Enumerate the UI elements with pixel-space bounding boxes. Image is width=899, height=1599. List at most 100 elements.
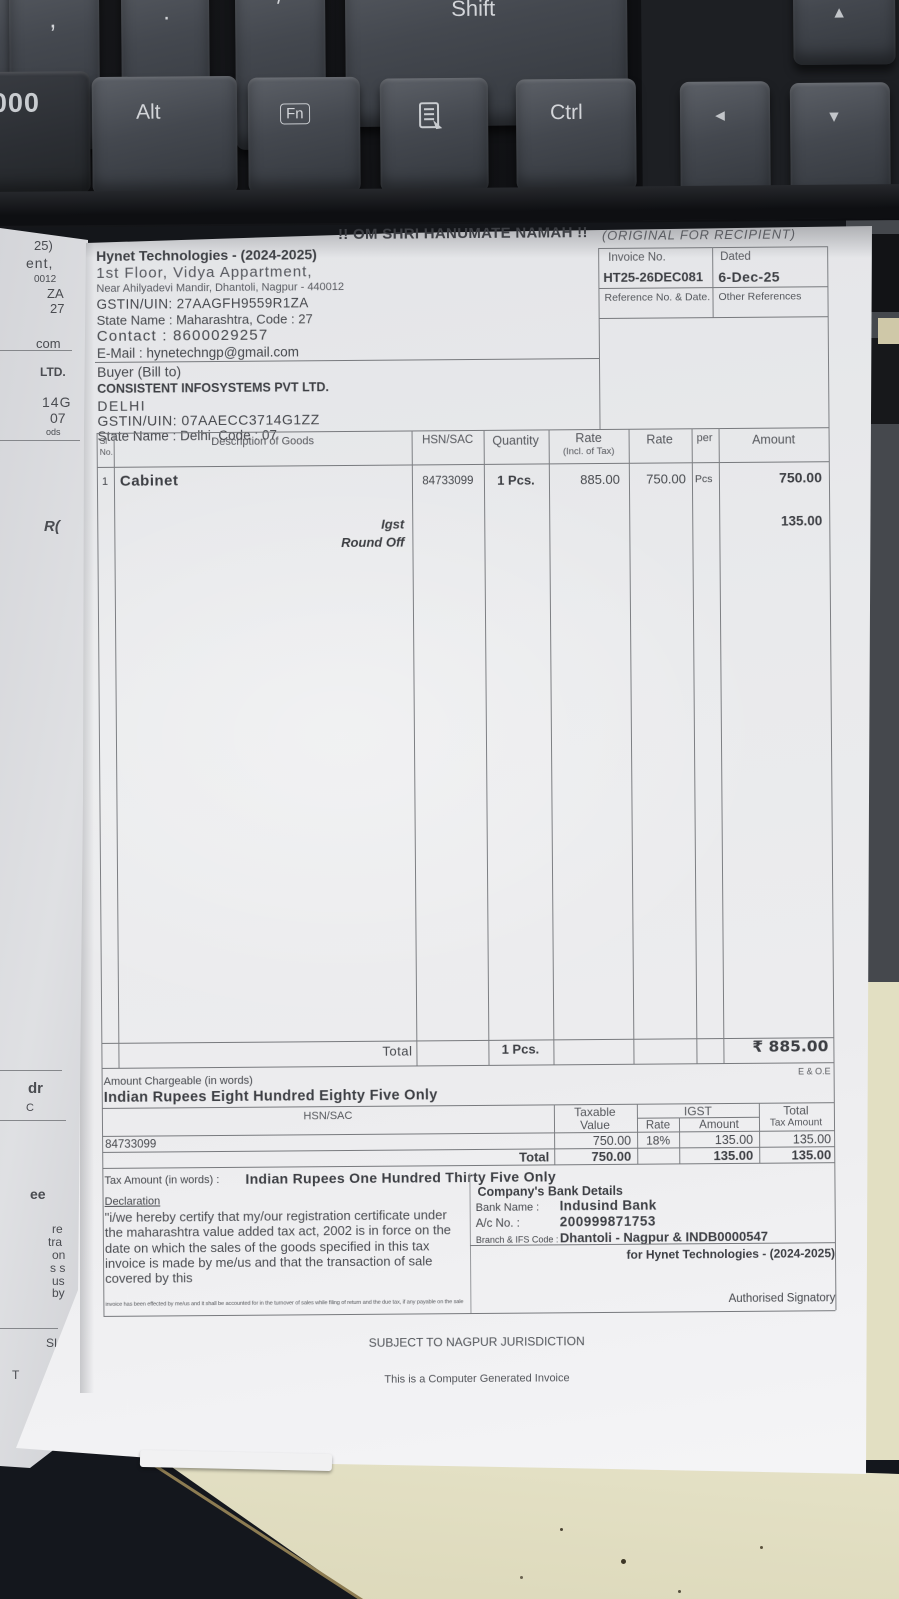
arrow-down-icon: ▼ bbox=[826, 108, 843, 126]
invoice-no: HT25-26DEC081 bbox=[603, 269, 704, 285]
period-key-label: . bbox=[163, 0, 170, 26]
declaration-text: "i/we hereby certify that my/our registr… bbox=[104, 1207, 452, 1287]
seller-address1: 1st Floor, Vidya Appartment, bbox=[96, 263, 313, 282]
tax-col-taxable-2: Value bbox=[580, 1117, 610, 1133]
tax-col-amount: Amount bbox=[699, 1118, 739, 1132]
item-amount: 750.00 bbox=[779, 469, 822, 486]
underlay-fragment: re bbox=[52, 1222, 63, 1236]
amount-words-label: Amount Chargeable (in words) bbox=[103, 1074, 253, 1088]
key-arrow-up[interactable]: ▲ bbox=[792, 0, 896, 65]
tax-row-taxable: 750.00 bbox=[592, 1133, 632, 1149]
underlay-fragment: R( bbox=[44, 518, 60, 535]
col-description: Description of Goods bbox=[211, 435, 315, 449]
invoice-no-label: Invoice No. bbox=[608, 251, 666, 264]
underlay-fragment: ZA bbox=[47, 286, 64, 301]
declaration-fine-print: invoice has been effected by me/us and i… bbox=[105, 1299, 464, 1308]
tax-col-total-1: Total bbox=[783, 1103, 809, 1118]
seller-name: Hynet Technologies - (2024-2025) bbox=[96, 246, 317, 264]
item-sl: 1 bbox=[101, 475, 109, 488]
seller-contact: Contact : 8600029257 bbox=[96, 326, 269, 345]
tax-row-amount: 135.00 bbox=[714, 1132, 754, 1148]
seller-email: E-Mail : hynetechngp@gmail.com bbox=[96, 344, 300, 361]
shift-key-label: Shift bbox=[451, 0, 496, 21]
seller-gstin: GSTIN/UIN: 27AAGFH9559R1ZA bbox=[96, 295, 309, 312]
key-fn[interactable]: Fn bbox=[247, 76, 361, 194]
tax-col-rate: Rate bbox=[645, 1119, 671, 1132]
items-total-quantity: 1 Pcs. bbox=[501, 1041, 540, 1057]
keyboard-frame bbox=[0, 184, 899, 226]
key-ctrl[interactable]: Ctrl bbox=[515, 78, 637, 192]
buyer-label: Buyer (Bill to) bbox=[97, 363, 182, 380]
fn-key-label: Fn bbox=[279, 103, 310, 125]
underlay-fragment: C bbox=[26, 1102, 34, 1114]
declaration-title: Declaration bbox=[104, 1195, 161, 1208]
bank-name-label: Bank Name : bbox=[475, 1201, 540, 1215]
buyer-gstin: GSTIN/UIN: 07AAECC3714G1ZZ bbox=[97, 411, 320, 429]
col-amount: Amount bbox=[752, 432, 796, 447]
amount-words-value: Indian Rupees Eight Hundred Eighty Five … bbox=[103, 1087, 438, 1106]
copy-type: (ORIGINAL FOR RECIPIENT) bbox=[601, 226, 796, 243]
blessing-header: !! OM SHRI HANUMATE NAMAH !! bbox=[337, 224, 588, 244]
col-per: per bbox=[696, 432, 713, 445]
charge-igst-amount: 135.00 bbox=[780, 513, 823, 529]
col-quantity: Quantity bbox=[492, 433, 539, 448]
eoe-note: E & O.E bbox=[798, 1066, 831, 1077]
bank-title: Company's Bank Details bbox=[477, 1183, 623, 1199]
underlay-fragment: us bbox=[52, 1274, 65, 1288]
item-quantity: 1 Pcs. bbox=[497, 472, 535, 488]
keyboard: , . ? / Shift 000 Alt Fn bbox=[0, 0, 899, 228]
tax-col-hsn: HSN/SAC bbox=[303, 1109, 353, 1123]
authorised-signatory: Authorised Signatory bbox=[728, 1292, 836, 1306]
underlay-fragment: com bbox=[36, 336, 61, 351]
underlay-fragment: 25) bbox=[34, 238, 53, 253]
items-total-label: Total bbox=[382, 1043, 413, 1059]
buyer-city: DELHI bbox=[97, 397, 147, 414]
tax-total-taxable: 750.00 bbox=[591, 1148, 632, 1165]
invoice-content: !! OM SHRI HANUMATE NAMAH !! (ORIGINAL F… bbox=[90, 224, 847, 1401]
col-rate: Rate bbox=[646, 432, 673, 447]
item-rate-incl: 885.00 bbox=[580, 471, 620, 488]
underlay-fragment: 14G bbox=[42, 394, 72, 410]
underlay-fragment: ods bbox=[46, 427, 61, 437]
mat-specks bbox=[560, 1528, 563, 1531]
menu-key-icon bbox=[418, 102, 444, 132]
key-menu[interactable] bbox=[379, 77, 489, 193]
other-references-label: Other References bbox=[718, 290, 802, 304]
reference-label: Reference No. & Date. bbox=[604, 291, 711, 304]
item-hsn: 84733099 bbox=[422, 474, 474, 488]
item-per: Pcs bbox=[694, 473, 713, 486]
tax-total-label: Total bbox=[519, 1149, 550, 1165]
seller-address2: Near Ahilyadevi Mandir, Dhantoli, Nagpur… bbox=[96, 281, 345, 295]
underlay-fragment: dr bbox=[28, 1080, 43, 1097]
zeros-key-label: 000 bbox=[0, 87, 41, 118]
col-sl-2: No. bbox=[99, 446, 113, 457]
computer-generated-note: This is a Computer Generated Invoice bbox=[384, 1372, 570, 1386]
col-hsn: HSN/SAC bbox=[422, 433, 474, 447]
key-alt[interactable]: Alt bbox=[91, 75, 238, 196]
dated-label: Dated bbox=[720, 250, 751, 264]
tax-total-amount: 135.00 bbox=[713, 1147, 754, 1164]
underlay-fragment: 0012 bbox=[34, 274, 57, 285]
arrow-up-icon: ▲ bbox=[831, 4, 848, 22]
underlay-fragment: 07 bbox=[50, 410, 66, 426]
underlay-fragment: by bbox=[52, 1286, 65, 1300]
dated-value: 6-Dec-25 bbox=[718, 268, 780, 286]
tax-col-igst: IGST bbox=[683, 1104, 712, 1119]
tax-row-total: 135.00 bbox=[792, 1132, 832, 1147]
comma-key-label: , bbox=[49, 3, 57, 34]
key-zeros[interactable]: 000 bbox=[0, 71, 91, 195]
charge-igst-label: Igst bbox=[381, 516, 405, 532]
col-rate-incl-2: (Incl. of Tax) bbox=[562, 445, 615, 458]
tax-total-total: 135.00 bbox=[791, 1147, 832, 1163]
underlay-fragment: ee bbox=[30, 1186, 46, 1202]
signature-for-line: for Hynet Technologies - (2024-2025) bbox=[626, 1246, 836, 1262]
tax-row-rate: 18% bbox=[646, 1133, 671, 1148]
bank-ac-number: 200999871753 bbox=[559, 1213, 656, 1230]
bank-name: Indusind Bank bbox=[559, 1197, 657, 1214]
underlay-fragment: ent, bbox=[26, 255, 54, 271]
items-total-amount: ₹ 885.00 bbox=[752, 1037, 829, 1056]
tax-col-total-2: Tax Amount bbox=[769, 1117, 823, 1129]
underlay-fragment: on bbox=[52, 1248, 66, 1262]
slash-key-label: / bbox=[277, 0, 283, 10]
